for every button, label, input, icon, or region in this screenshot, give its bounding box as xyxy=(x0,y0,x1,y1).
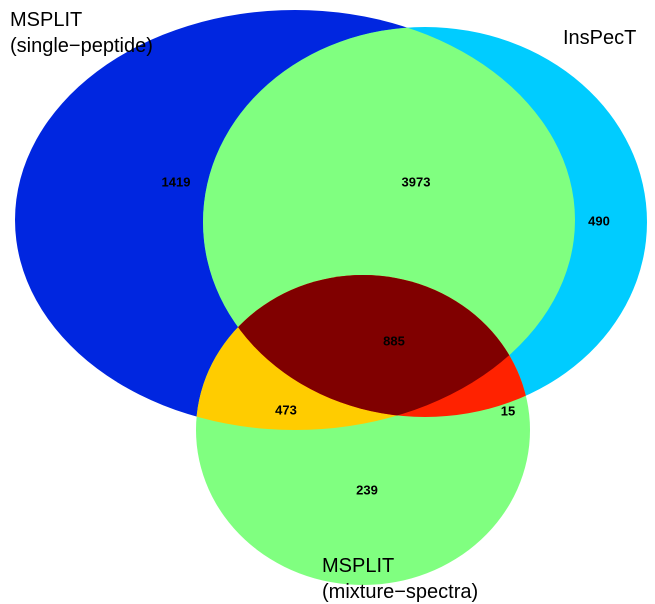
region-count: 1419 xyxy=(162,174,191,189)
region-all-three xyxy=(203,275,530,417)
region-count: 473 xyxy=(275,402,297,417)
set-label: (single−peptide) xyxy=(10,35,153,57)
region-count: 239 xyxy=(356,482,378,497)
region-count: 885 xyxy=(383,333,405,348)
set-label: MSPLIT xyxy=(10,9,82,31)
set-label: (mixture−spectra) xyxy=(322,581,478,603)
region-count: 3973 xyxy=(402,174,431,189)
region-count: 15 xyxy=(501,403,515,418)
region-count: 490 xyxy=(588,213,610,228)
set-label: MSPLIT xyxy=(322,555,394,577)
set-label: InsPecT xyxy=(563,27,636,49)
